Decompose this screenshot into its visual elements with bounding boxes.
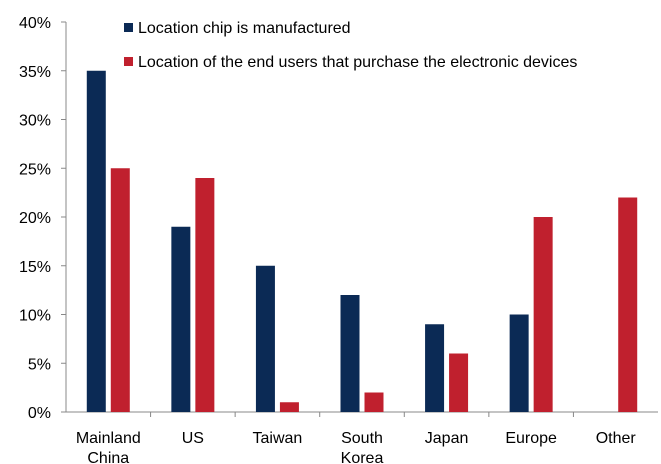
bar-series-2 <box>110 168 130 412</box>
x-tick-label: Japan <box>425 430 469 447</box>
x-tick-label: Europe <box>505 430 557 447</box>
bar-series-2 <box>533 217 553 412</box>
y-tick-label: 30% <box>19 113 51 130</box>
bar-series-1 <box>171 226 191 412</box>
bar-series-1 <box>86 70 106 412</box>
bar-series-2 <box>364 392 384 412</box>
y-tick-label: 5% <box>28 356 51 373</box>
y-tick-label: 25% <box>19 161 51 178</box>
x-tick-label: Taiwan <box>253 430 303 447</box>
bar-series-2 <box>449 353 469 412</box>
bar-series-1 <box>340 295 360 412</box>
y-tick-label: 0% <box>28 405 51 422</box>
bar-series-2 <box>618 197 638 412</box>
legend-label: Location of the end users that purchase … <box>138 54 577 71</box>
y-tick-label: 20% <box>19 210 51 227</box>
bar-series-1 <box>509 314 529 412</box>
y-tick-label: 15% <box>19 259 51 276</box>
legend-swatch <box>124 57 133 66</box>
legend-label: Location chip is manufactured <box>138 20 351 37</box>
x-tick-label: South Korea <box>341 430 384 464</box>
legend: Location chip is manufactured Location of… <box>124 20 577 71</box>
y-tick-label: 40% <box>19 15 51 32</box>
y-axis: 0% 5% 10% 15% 20% 25% 30% 35% 40% <box>19 15 67 422</box>
bar-series-1 <box>255 265 275 412</box>
bar-series-2 <box>195 178 215 412</box>
bar-series-1 <box>425 324 445 412</box>
x-axis: Mainland China US Taiwan South Korea Japan Euro… <box>66 411 658 464</box>
x-tick-label: US <box>182 430 204 447</box>
bars <box>86 70 638 412</box>
bar-series-2 <box>279 402 299 412</box>
legend-swatch <box>124 23 133 32</box>
y-tick-label: 10% <box>19 308 51 325</box>
x-tick-label: Mainland China <box>76 430 141 464</box>
y-tick-label: 35% <box>19 64 51 81</box>
x-tick-label: Other <box>596 430 637 447</box>
